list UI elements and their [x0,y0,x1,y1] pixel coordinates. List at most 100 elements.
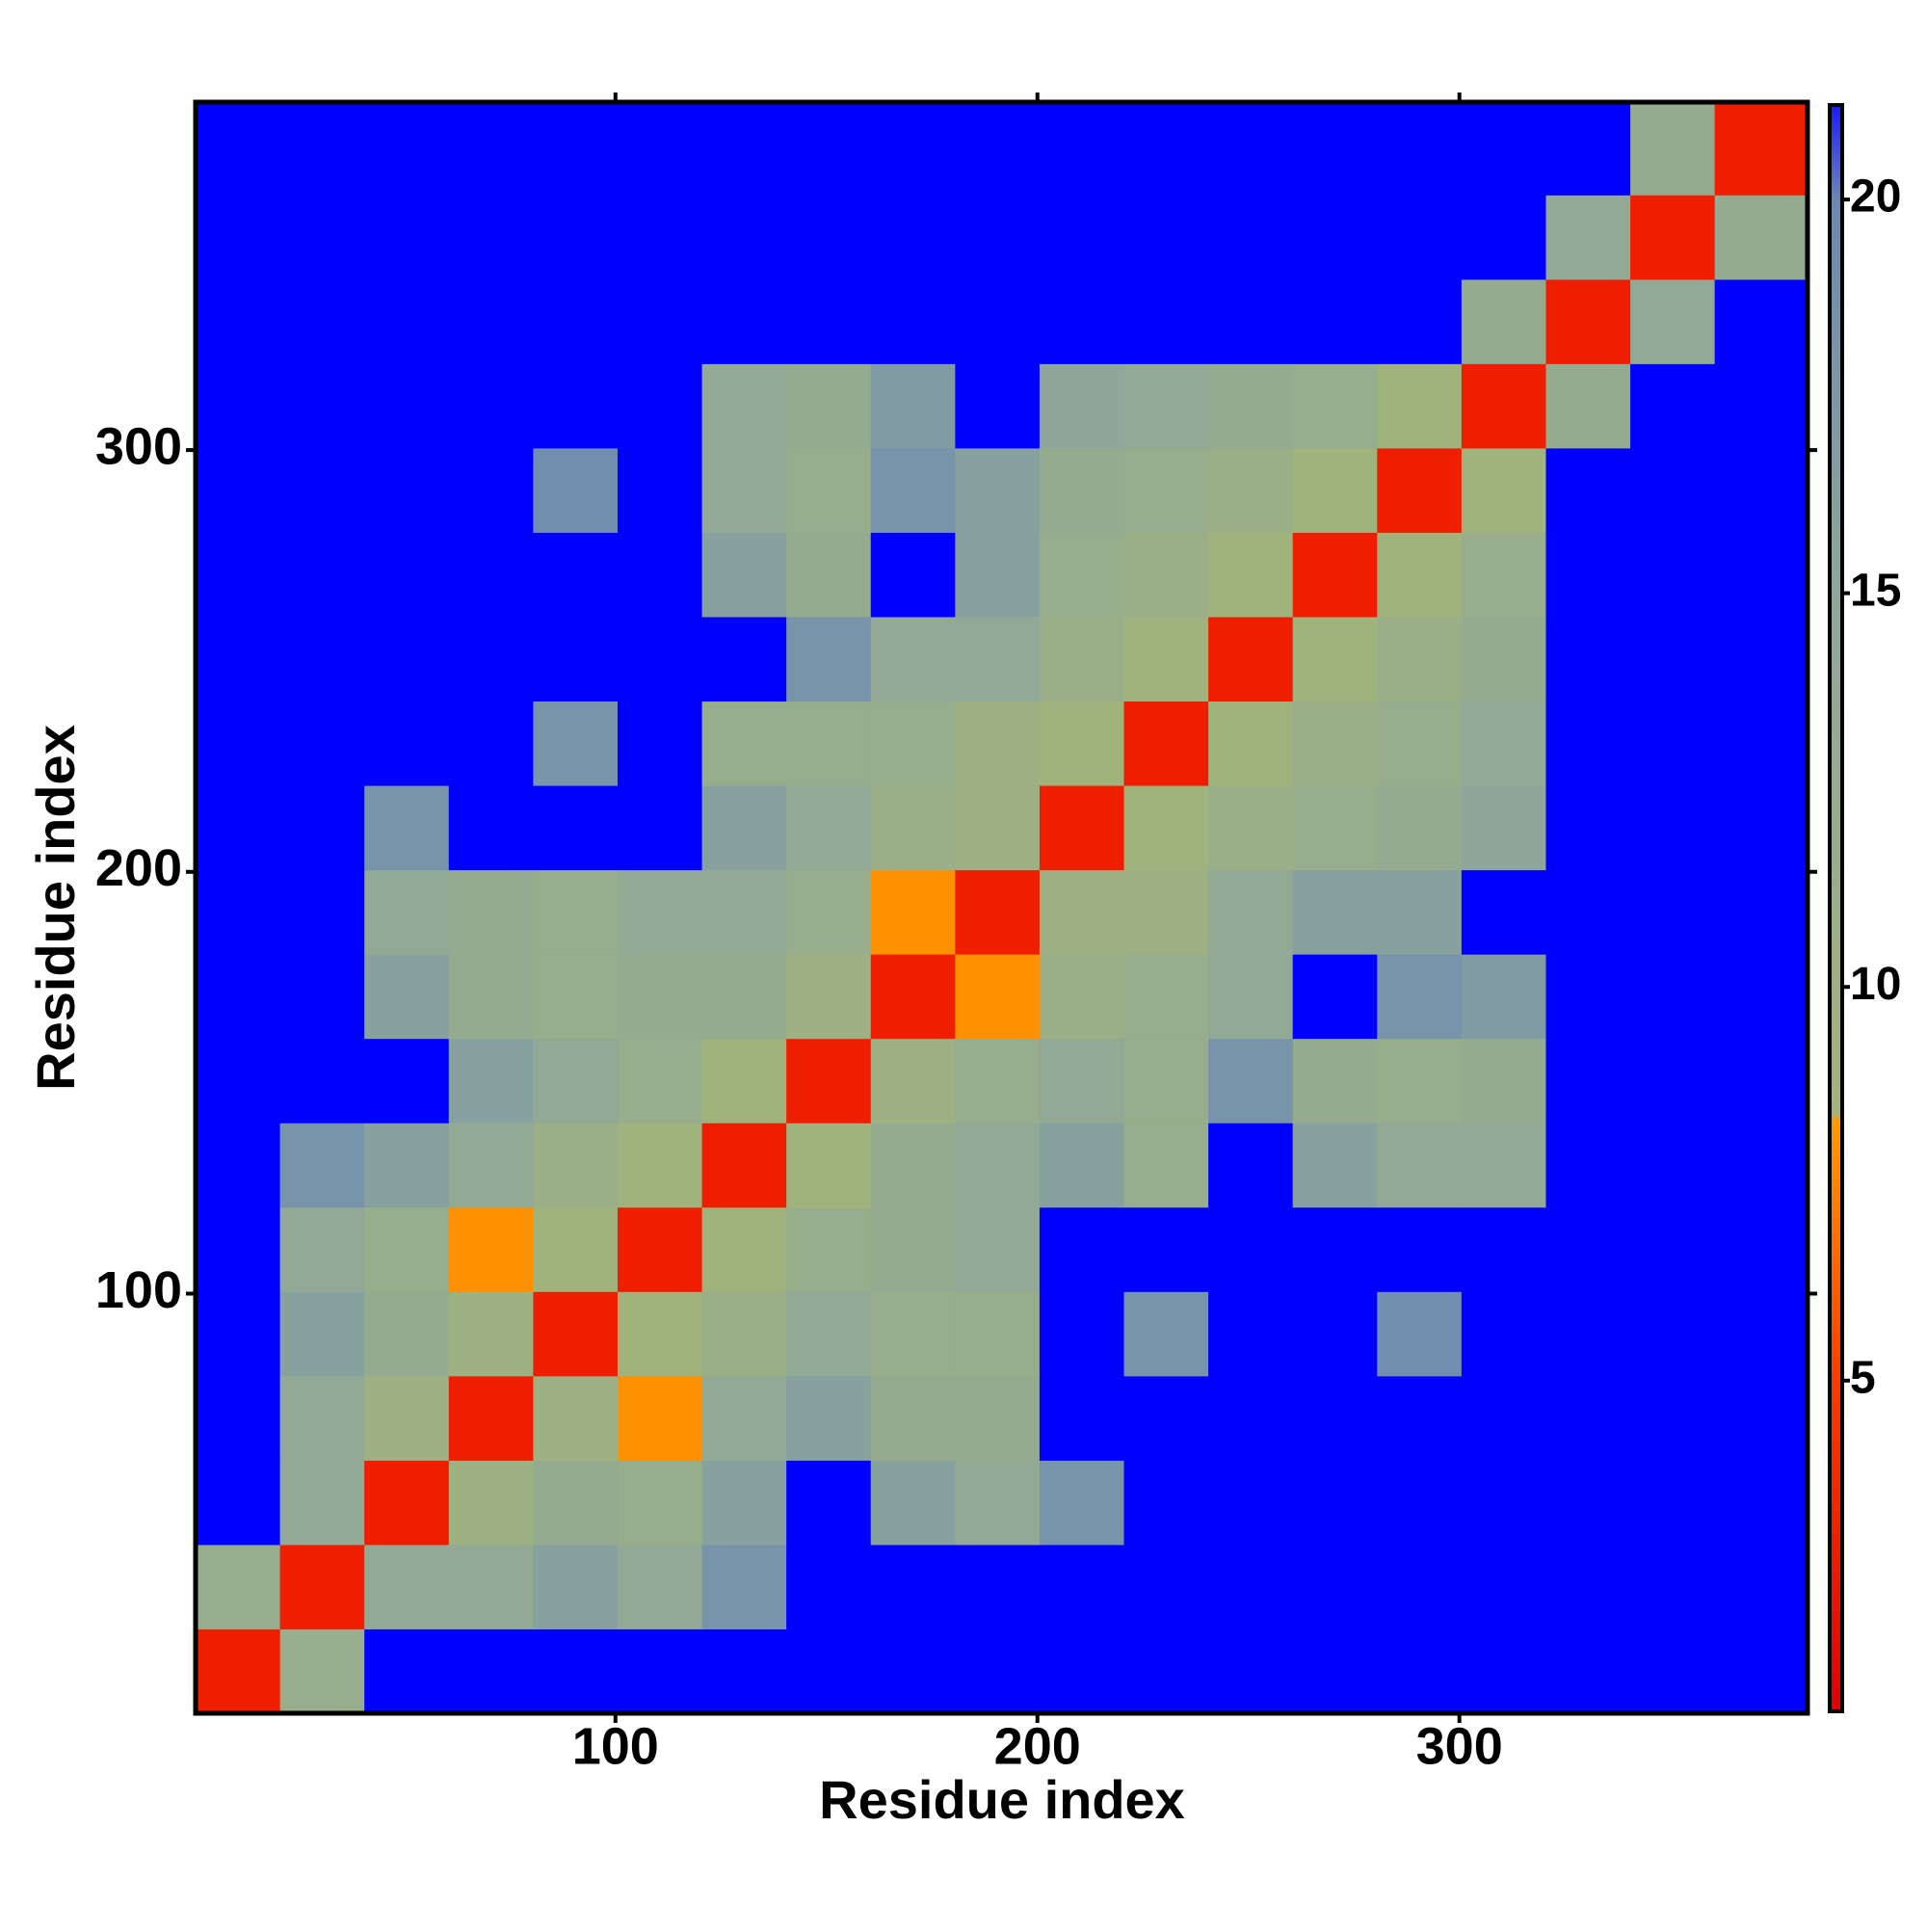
heatmap-cell [1630,1123,1716,1208]
heatmap-cell [1039,1206,1125,1292]
heatmap-cell [617,954,703,1040]
heatmap-cell [1545,1038,1631,1124]
heatmap-cell [1123,363,1209,449]
heatmap-cell [1630,363,1716,449]
heatmap-cell [1208,1291,1294,1377]
heatmap-cell [1377,1038,1463,1124]
heatmap-cell [701,1206,787,1292]
heatmap-cell [1123,195,1209,280]
heatmap-cell [364,1123,450,1208]
heatmap-cell [1714,1291,1808,1377]
heatmap-cell [701,1038,787,1124]
heatmap-cell [701,1291,787,1377]
heatmap-cell [1208,1460,1294,1546]
heatmap-cell [617,701,703,786]
heatmap-cell [1208,278,1294,364]
heatmap-cell [533,1460,619,1546]
heatmap-cell [1208,1544,1294,1629]
heatmap-cell [1208,1375,1294,1461]
heatmap-cell [617,447,703,533]
heatmap-cell [1461,1123,1546,1208]
heatmap-cell [1714,363,1808,449]
heatmap-cell [617,785,703,871]
heatmap-cell [1545,1628,1631,1714]
heatmap-cell [1630,869,1716,955]
colorbar-segment [1830,1121,1842,1382]
heatmap-cell [870,102,956,196]
heatmap-cell [279,1375,365,1461]
heatmap-cell [1630,278,1716,364]
heatmap-cell [617,1460,703,1546]
heatmap-cell [870,1038,956,1124]
heatmap-cell [870,1460,956,1546]
heatmap-cell [786,1460,872,1546]
heatmap-cell [955,195,1041,280]
heatmap-cell [1039,785,1125,871]
heatmap-cell [955,447,1041,533]
heatmap-cell [1123,1206,1209,1292]
heatmap-cell [448,1038,534,1124]
heatmap-cell [1630,616,1716,702]
heatmap-cell [533,363,619,449]
heatmap-cell [364,1544,450,1629]
heatmap-cell [1545,195,1631,280]
heatmap-cell [448,1123,534,1208]
heatmap-cell [1630,954,1716,1040]
heatmap-cell [955,1206,1041,1292]
heatmap-cell [1714,1206,1808,1292]
heatmap-cell [1630,532,1716,618]
heatmap-cell [1377,954,1463,1040]
heatmap-cell [1630,447,1716,533]
heatmap-cell [1461,363,1546,449]
heatmap-cell [533,278,619,364]
heatmap-cell [196,278,281,364]
colorbar-frame [1828,103,1844,1713]
heatmap-cell [1630,701,1716,786]
heatmap-cell [279,785,365,871]
heatmap-cell [196,1628,281,1714]
heatmap-cell [364,1628,450,1714]
heatmap-cell [701,1375,787,1461]
heatmap-cell [533,954,619,1040]
heatmap-cell [786,1291,872,1377]
heatmap-cell [870,1206,956,1292]
heatmap-cell [1039,363,1125,449]
heatmap-cell [870,869,956,955]
colorbar-segment [1830,1112,1842,1122]
heatmap-cell [196,195,281,280]
heatmap-cell [1545,1460,1631,1546]
colorbar-tick-label: 10 [1850,959,1901,1010]
heatmap-cell [279,1460,365,1546]
colorbar-segment [1830,593,1842,1114]
heatmap-cell [1208,869,1294,955]
heatmap-cell [364,616,450,702]
heatmap-cell [1461,1291,1546,1377]
heatmap-cell [786,1038,872,1124]
heatmap-cell [1039,447,1125,533]
heatmap-cell [617,1375,703,1461]
heatmap-cell [1630,1291,1716,1377]
heatmap-cell [955,869,1041,955]
heatmap-cell [786,1375,872,1461]
heatmap-cell [870,616,956,702]
heatmap-cell [1377,869,1463,955]
heatmap-cell [701,785,787,871]
heatmap-cell [448,447,534,533]
heatmap-cell [279,954,365,1040]
heatmap-cell [364,102,450,196]
heatmap-cell [448,102,534,196]
heatmap-cell [448,1291,534,1377]
heatmap-cell [364,1038,450,1124]
heatmap-cell [364,785,450,871]
heatmap-cell [1545,869,1631,955]
heatmap-cell [1039,102,1125,196]
heatmap-cell [701,447,787,533]
heatmap-cell [786,616,872,702]
heatmap-cell [955,701,1041,786]
heatmap-cell [1123,1544,1209,1629]
heatmap-cell [364,532,450,618]
heatmap-cell [1123,1628,1209,1714]
heatmap-cell [1292,195,1378,280]
heatmap-cell [1123,1460,1209,1546]
heatmap-cell [279,1544,365,1629]
